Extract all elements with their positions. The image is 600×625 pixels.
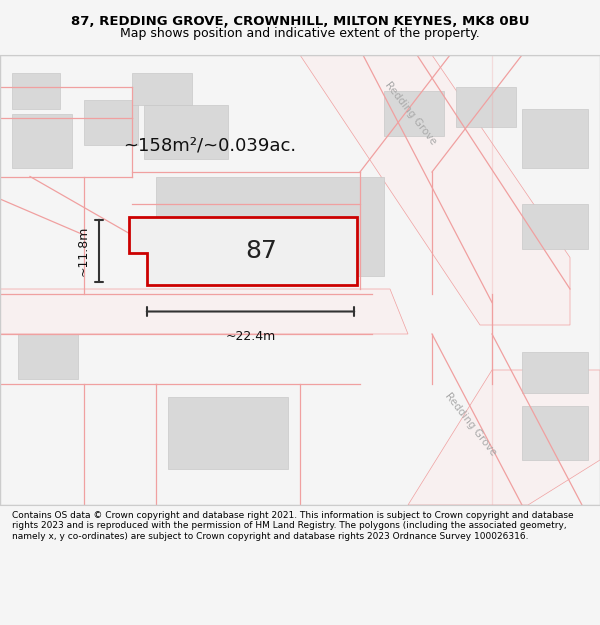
Bar xyxy=(456,86,516,127)
Bar xyxy=(384,91,444,136)
Text: ~11.8m: ~11.8m xyxy=(77,226,90,276)
Bar xyxy=(18,334,78,379)
Polygon shape xyxy=(408,370,600,505)
Bar xyxy=(168,397,288,469)
Bar xyxy=(144,104,228,159)
Bar xyxy=(84,100,138,145)
Bar xyxy=(132,73,192,104)
Text: ~22.4m: ~22.4m xyxy=(226,329,275,342)
Bar xyxy=(522,204,588,249)
Polygon shape xyxy=(0,289,408,334)
Text: Contains OS data © Crown copyright and database right 2021. This information is : Contains OS data © Crown copyright and d… xyxy=(12,511,574,541)
Bar xyxy=(522,406,588,460)
Bar xyxy=(156,176,384,276)
Polygon shape xyxy=(129,217,357,284)
Text: Redding Grove: Redding Grove xyxy=(443,391,499,458)
Text: 87, REDDING GROVE, CROWNHILL, MILTON KEYNES, MK8 0BU: 87, REDDING GROVE, CROWNHILL, MILTON KEY… xyxy=(71,16,529,28)
Text: 87: 87 xyxy=(245,239,277,262)
Text: ~158m²/~0.039ac.: ~158m²/~0.039ac. xyxy=(124,136,296,154)
Text: Map shows position and indicative extent of the property.: Map shows position and indicative extent… xyxy=(120,27,480,39)
Bar xyxy=(12,114,72,168)
Text: Redding Grove: Redding Grove xyxy=(383,80,439,147)
Bar xyxy=(12,73,60,109)
Bar xyxy=(522,352,588,392)
Bar xyxy=(522,109,588,168)
Polygon shape xyxy=(300,55,570,325)
